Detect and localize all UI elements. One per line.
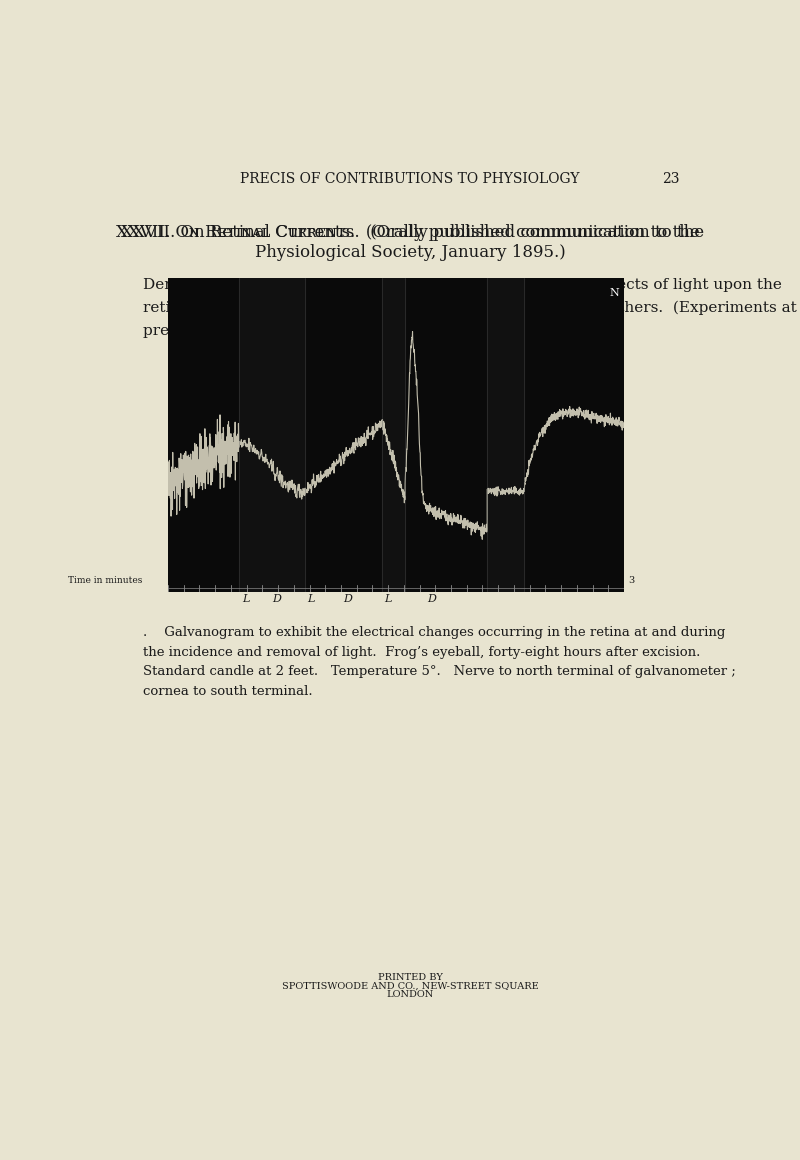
- Text: 3: 3: [629, 577, 635, 586]
- Text: Standard candle at 2 feet.   Temperature 5°.   Nerve to north terminal of galvan: Standard candle at 2 feet. Temperature 5…: [143, 666, 736, 679]
- Text: L: L: [242, 594, 250, 604]
- Text: PRECIS OF CONTRIBUTIONS TO PHYSIOLOGY: PRECIS OF CONTRIBUTIONS TO PHYSIOLOGY: [240, 173, 580, 187]
- Text: D: D: [427, 594, 436, 604]
- Bar: [382, 278, 405, 592]
- Text: SPOTTISWOODE AND CO., NEW-STREET SQUARE: SPOTTISWOODE AND CO., NEW-STREET SQUARE: [282, 981, 538, 991]
- Text: D: D: [343, 594, 353, 604]
- Bar: [238, 278, 305, 592]
- Text: cornea to south terminal.: cornea to south terminal.: [143, 684, 313, 698]
- Text: L: L: [385, 594, 392, 604]
- Text: present in progress.): present in progress.): [143, 324, 306, 339]
- Text: XXVII. Oɴ Rᴇᴛɪɴᴀʟ Cᴛʀʀᴇɴᴛѕ.  (Orally published communication to the: XXVII. Oɴ Rᴇᴛɪɴᴀʟ Cᴛʀʀᴇɴᴛѕ. (Orally publ…: [116, 225, 704, 241]
- Text: N: N: [610, 288, 619, 298]
- Text: XXVII. On Retinal Currents.  (Orally published communication to the: XXVII. On Retinal Currents. (Orally publ…: [121, 225, 699, 241]
- Text: Demonstration of galvanographic records of the electrical effects of light upon : Demonstration of galvanographic records …: [143, 277, 782, 291]
- Text: L: L: [307, 594, 314, 604]
- Bar: [487, 278, 524, 592]
- Text: .    Galvanogram to exhibit the electrical changes occurring in the retina at an: . Galvanogram to exhibit the electrical …: [143, 626, 726, 639]
- Text: Physiological Society, January 1895.): Physiological Society, January 1895.): [254, 244, 566, 261]
- Text: 23: 23: [662, 173, 679, 187]
- Text: Time in minutes: Time in minutes: [68, 577, 142, 585]
- Text: D: D: [272, 594, 281, 604]
- Text: the incidence and removal of light.  Frog’s eyeball, forty-eight hours after exc: the incidence and removal of light. Frog…: [143, 646, 701, 659]
- Text: PRINTED BY: PRINTED BY: [378, 972, 442, 981]
- Text: retina, in continuation of the observations of Holmgren and others.  (Experiment: retina, in continuation of the observati…: [143, 300, 797, 316]
- Text: LONDON: LONDON: [386, 991, 434, 1000]
